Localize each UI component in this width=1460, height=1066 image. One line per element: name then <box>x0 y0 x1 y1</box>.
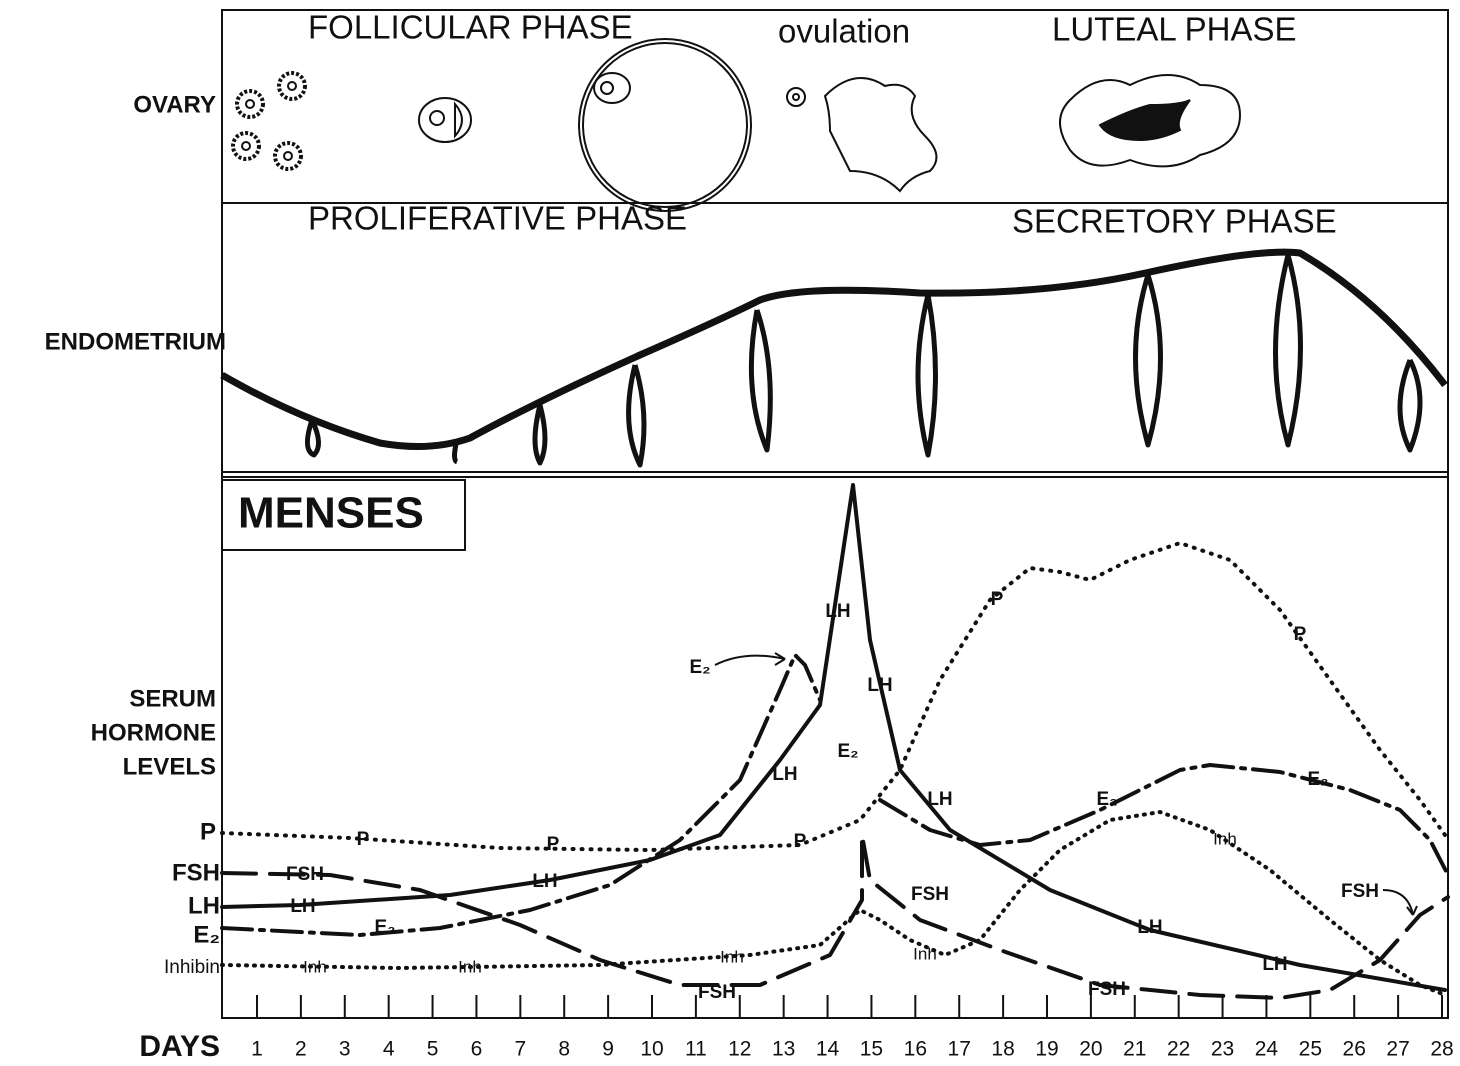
curve-label: LH <box>867 675 892 696</box>
day-label: 8 <box>558 1038 570 1061</box>
curve-label: LH <box>290 896 315 917</box>
days-label: DAYS <box>139 1030 220 1063</box>
legend-label: LH <box>188 892 220 919</box>
phase-label: SECRETORY PHASE <box>1012 203 1337 240</box>
ovary-drawings <box>231 38 1242 212</box>
curve-label: Inh <box>458 957 482 976</box>
day-label: 21 <box>1123 1038 1146 1061</box>
day-label: 6 <box>471 1038 483 1061</box>
phase-label: LUTEAL PHASE <box>1052 11 1297 48</box>
inh-curve <box>220 810 1447 997</box>
day-label: 16 <box>904 1038 927 1061</box>
day-label: 4 <box>383 1038 395 1061</box>
day-label: 13 <box>772 1038 795 1061</box>
curve-label: FSH <box>1088 979 1126 1000</box>
curve-label: P <box>991 589 1004 610</box>
lh-curve <box>220 483 1447 992</box>
row-label: OVARY <box>133 91 216 118</box>
phase-label: ovulation <box>778 13 910 50</box>
day-label: 24 <box>1255 1038 1279 1061</box>
curve-label: LH <box>772 764 797 785</box>
day-label: 25 <box>1299 1038 1322 1061</box>
curve-label: E₂ <box>1096 789 1117 810</box>
curve-label: LH <box>532 871 557 892</box>
curve-label: P <box>547 834 560 855</box>
day-label: 27 <box>1386 1038 1409 1061</box>
curve-labels: LH LH LH LH LH LH LH LH FSH FSH FSH FSH … <box>286 589 1379 1003</box>
day-label: 12 <box>728 1038 751 1061</box>
day-label: 23 <box>1211 1038 1234 1061</box>
day-axis: 1 2 3 4 5 6 7 8 9 10 11 12 13 14 15 16 17 18 19 20 21 22 23 24 2… <box>251 995 1454 1061</box>
day-label: 1 <box>251 1038 263 1061</box>
e2-curve <box>220 653 822 937</box>
curve-label: FSH <box>911 884 949 905</box>
curve-label: E₂ <box>374 917 395 938</box>
legend-label: P <box>200 818 216 845</box>
day-label: 19 <box>1035 1038 1058 1061</box>
p-curve <box>220 541 1447 852</box>
day-label: 2 <box>295 1038 307 1061</box>
day-label: 26 <box>1343 1038 1366 1061</box>
curve-label: LH <box>825 601 850 622</box>
day-label: 7 <box>514 1038 526 1061</box>
day-label: 15 <box>860 1038 883 1061</box>
curve-label: LH <box>927 789 952 810</box>
menses-label: MENSES <box>238 489 424 538</box>
curve-label: E₂ <box>689 657 710 678</box>
legend-label: FSH <box>172 859 220 886</box>
day-label: 3 <box>339 1038 351 1061</box>
day-label: 28 <box>1430 1038 1453 1061</box>
row-label: SERUM <box>129 685 216 712</box>
day-label: 22 <box>1167 1038 1190 1061</box>
curve-label: P <box>1294 624 1307 645</box>
day-label: 9 <box>602 1038 614 1061</box>
phase-label: FOLLICULAR PHASE <box>308 9 633 46</box>
row-label: LEVELS <box>123 753 216 780</box>
legend-label: E₂ <box>193 921 220 948</box>
curve-label: Inh <box>1213 829 1237 848</box>
curve-label: P <box>357 829 370 850</box>
endometrium-drawing <box>220 248 1448 473</box>
row-label: ENDOMETRIUM <box>45 328 226 355</box>
day-label: 11 <box>685 1038 707 1061</box>
day-label: 10 <box>640 1038 663 1061</box>
hormone-curves <box>220 483 1450 1000</box>
curve-label: Inh <box>303 957 327 976</box>
curve-label: E₂ <box>837 741 858 762</box>
curve-label: FSH <box>286 864 324 885</box>
e2-curve <box>878 763 1450 877</box>
phase-label: PROLIFERATIVE PHASE <box>308 200 687 237</box>
day-label: 17 <box>948 1038 971 1061</box>
curve-label: LH <box>1262 954 1287 975</box>
day-label: 5 <box>427 1038 439 1061</box>
fsh-curve <box>220 833 1450 1000</box>
day-label: 14 <box>816 1038 840 1061</box>
curve-label: Inh <box>913 944 937 963</box>
day-label: 20 <box>1079 1038 1102 1061</box>
curve-label: LH <box>1137 917 1162 938</box>
curve-label: FSH <box>698 982 736 1003</box>
legend-label: Inhibin <box>164 957 220 978</box>
curve-label: FSH <box>1341 881 1379 902</box>
curve-label: P <box>794 831 807 852</box>
day-label: 18 <box>991 1038 1014 1061</box>
frames <box>221 9 1449 1019</box>
row-label: HORMONE <box>91 719 216 746</box>
curve-label: E₂ <box>1307 769 1328 790</box>
curve-label: Inh <box>720 947 744 966</box>
